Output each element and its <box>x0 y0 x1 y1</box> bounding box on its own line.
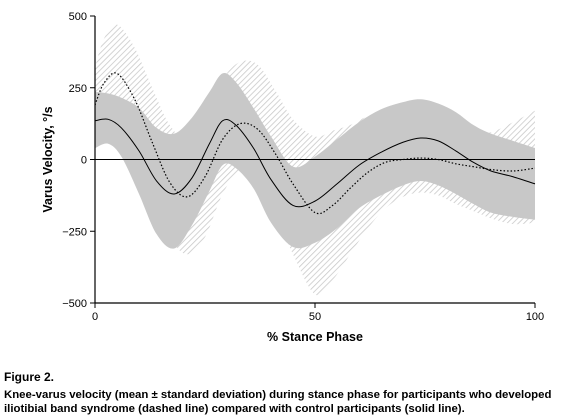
x-tick-label: 0 <box>92 311 98 323</box>
x-tick-label: 50 <box>309 311 321 323</box>
y-axis-label: Varus Velocity, °/s <box>41 106 55 212</box>
mean-line-dashed <box>94 72 536 215</box>
y-tick-label: 250 <box>69 83 87 95</box>
x-axis-label: % Stance Phase <box>267 330 363 344</box>
y-tick-label: −250 <box>62 226 87 238</box>
y-tick-label: −500 <box>62 298 87 310</box>
x-tick-label: 100 <box>526 311 544 323</box>
mean-line-solid <box>94 118 536 208</box>
figure-label: Figure 2. <box>4 370 55 384</box>
sd-band-solid-series <box>95 73 535 249</box>
figure-caption: Knee-varus velocity (mean ± standard dev… <box>4 389 552 415</box>
chart: −500 −250 0 250 500 0 50 100 % Stance Phase Varus… <box>41 11 544 344</box>
y-tick-label: 500 <box>69 11 87 23</box>
y-tick-label: 0 <box>81 155 87 167</box>
